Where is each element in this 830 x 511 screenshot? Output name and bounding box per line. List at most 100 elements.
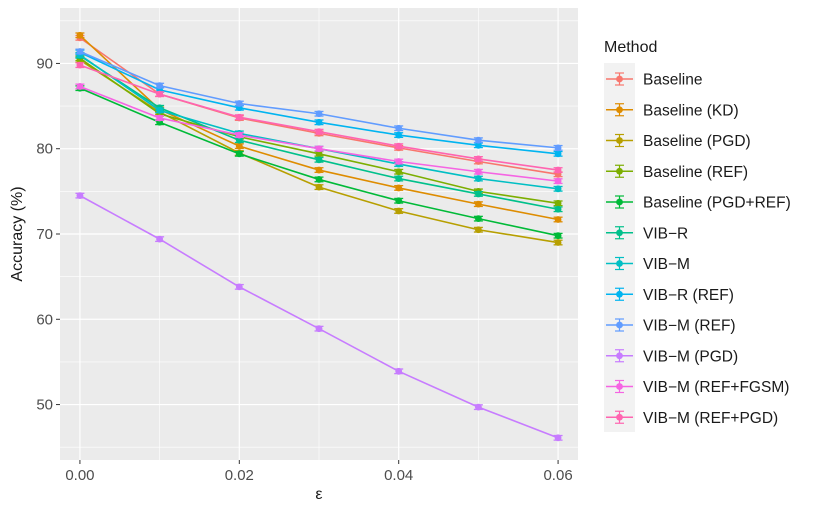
legend-key-point <box>616 229 623 237</box>
y-tick-label: 70 <box>36 226 53 243</box>
legend-label: Baseline (PGD) <box>643 133 751 150</box>
legend-item: VIB−M (REF+FGSM) <box>606 379 789 396</box>
data-point <box>76 48 84 55</box>
data-point <box>76 83 84 90</box>
legend-item: VIB−R (REF) <box>606 287 734 304</box>
legend-label: VIB−M (REF) <box>643 318 736 335</box>
data-point <box>395 367 403 375</box>
data-point <box>156 90 164 98</box>
x-tick-label: 0.06 <box>543 467 572 484</box>
data-point <box>315 176 323 183</box>
legend-label: VIB−M (PGD) <box>643 348 738 365</box>
series <box>75 192 563 442</box>
data-point <box>235 283 243 291</box>
legend-key-point <box>616 167 623 175</box>
y-tick-label: 50 <box>36 397 53 414</box>
legend-item: Baseline (PGD) <box>606 133 751 150</box>
legend-label: VIB−M (REF+FGSM) <box>643 379 789 396</box>
legend-item: Baseline <box>606 72 702 89</box>
legend-item: Baseline (REF) <box>606 164 748 181</box>
legend-item: Baseline (KD) <box>606 102 739 119</box>
y-axis-title: Accuracy (%) <box>9 186 26 281</box>
legend-label: VIB−M (REF+PGD) <box>643 410 778 427</box>
data-point <box>315 118 323 126</box>
data-point <box>315 110 323 118</box>
data-point <box>156 82 164 90</box>
data-point <box>395 168 403 176</box>
y-tick-label: 80 <box>36 141 53 158</box>
data-point <box>395 175 403 182</box>
legend-key-point <box>616 75 623 83</box>
data-point <box>235 131 243 139</box>
legend-key-point <box>616 106 623 114</box>
data-point <box>235 142 243 150</box>
legend-key-point <box>616 137 623 144</box>
data-point <box>156 235 164 243</box>
legend-key-point <box>616 413 623 421</box>
data-point <box>395 184 403 192</box>
data-point <box>315 166 323 174</box>
y-tick-label: 90 <box>36 55 53 72</box>
data-point <box>235 100 243 107</box>
data-point <box>474 215 482 223</box>
legend-key-point <box>616 321 623 329</box>
legend-label: VIB−M <box>643 256 690 273</box>
data-point <box>395 131 403 139</box>
data-point <box>554 185 562 193</box>
data-point <box>554 205 562 213</box>
legend-key-panel <box>604 63 635 432</box>
data-point <box>554 434 562 442</box>
x-tick-label: 0.00 <box>65 467 94 484</box>
x-tick-label: 0.02 <box>225 467 254 484</box>
data-point <box>315 145 323 153</box>
data-point <box>235 150 243 158</box>
legend-item: VIB−M (REF) <box>606 318 736 335</box>
x-tick-label: 0.04 <box>384 467 413 484</box>
data-point <box>395 207 403 215</box>
series <box>75 84 563 240</box>
data-point <box>315 128 323 136</box>
data-point <box>554 177 562 185</box>
data-point <box>76 192 84 200</box>
legend-key-point <box>616 383 623 390</box>
data-point <box>474 403 482 411</box>
data-point <box>554 150 562 158</box>
data-point <box>474 190 482 198</box>
legend-item: VIB−R <box>606 225 688 242</box>
legend: Method Baseline Baseline (KD) Baseline (PG… <box>604 39 791 432</box>
data-point <box>315 325 323 333</box>
major-gridlines <box>60 8 578 460</box>
data-point <box>554 199 562 207</box>
data-point <box>474 136 482 144</box>
legend-item: VIB−M <box>606 256 690 273</box>
legend-key-point <box>616 290 623 298</box>
legend-label: Baseline <box>643 72 702 89</box>
data-point <box>554 232 562 240</box>
data-point <box>315 150 323 158</box>
legend-item: VIB−M (REF+PGD) <box>606 410 778 427</box>
data-point <box>395 142 403 150</box>
legend-label: Baseline (REF) <box>643 164 748 181</box>
legend-title: Method <box>604 39 657 56</box>
data-point <box>156 106 164 114</box>
legend-key-point <box>616 352 623 360</box>
data-point <box>235 136 243 144</box>
data-point <box>76 61 84 69</box>
legend-label: VIB−R <box>643 225 688 242</box>
y-tick-label: 60 <box>36 311 53 328</box>
data-point <box>395 124 403 132</box>
legend-item: VIB−M (PGD) <box>606 348 738 365</box>
data-point <box>474 168 482 176</box>
legend-key-point <box>616 260 623 267</box>
data-point <box>474 141 482 149</box>
data-point <box>474 200 482 208</box>
data-point <box>76 31 84 39</box>
legend-label: Baseline (KD) <box>643 102 739 119</box>
series <box>75 61 563 174</box>
data-point <box>395 158 403 165</box>
series-layer <box>75 31 563 442</box>
axes: 0.00 0.02 0.04 0.06 50 60 70 80 90 <box>36 55 572 484</box>
data-point <box>474 175 482 182</box>
legend-item: Baseline (PGD+REF) <box>606 195 791 212</box>
